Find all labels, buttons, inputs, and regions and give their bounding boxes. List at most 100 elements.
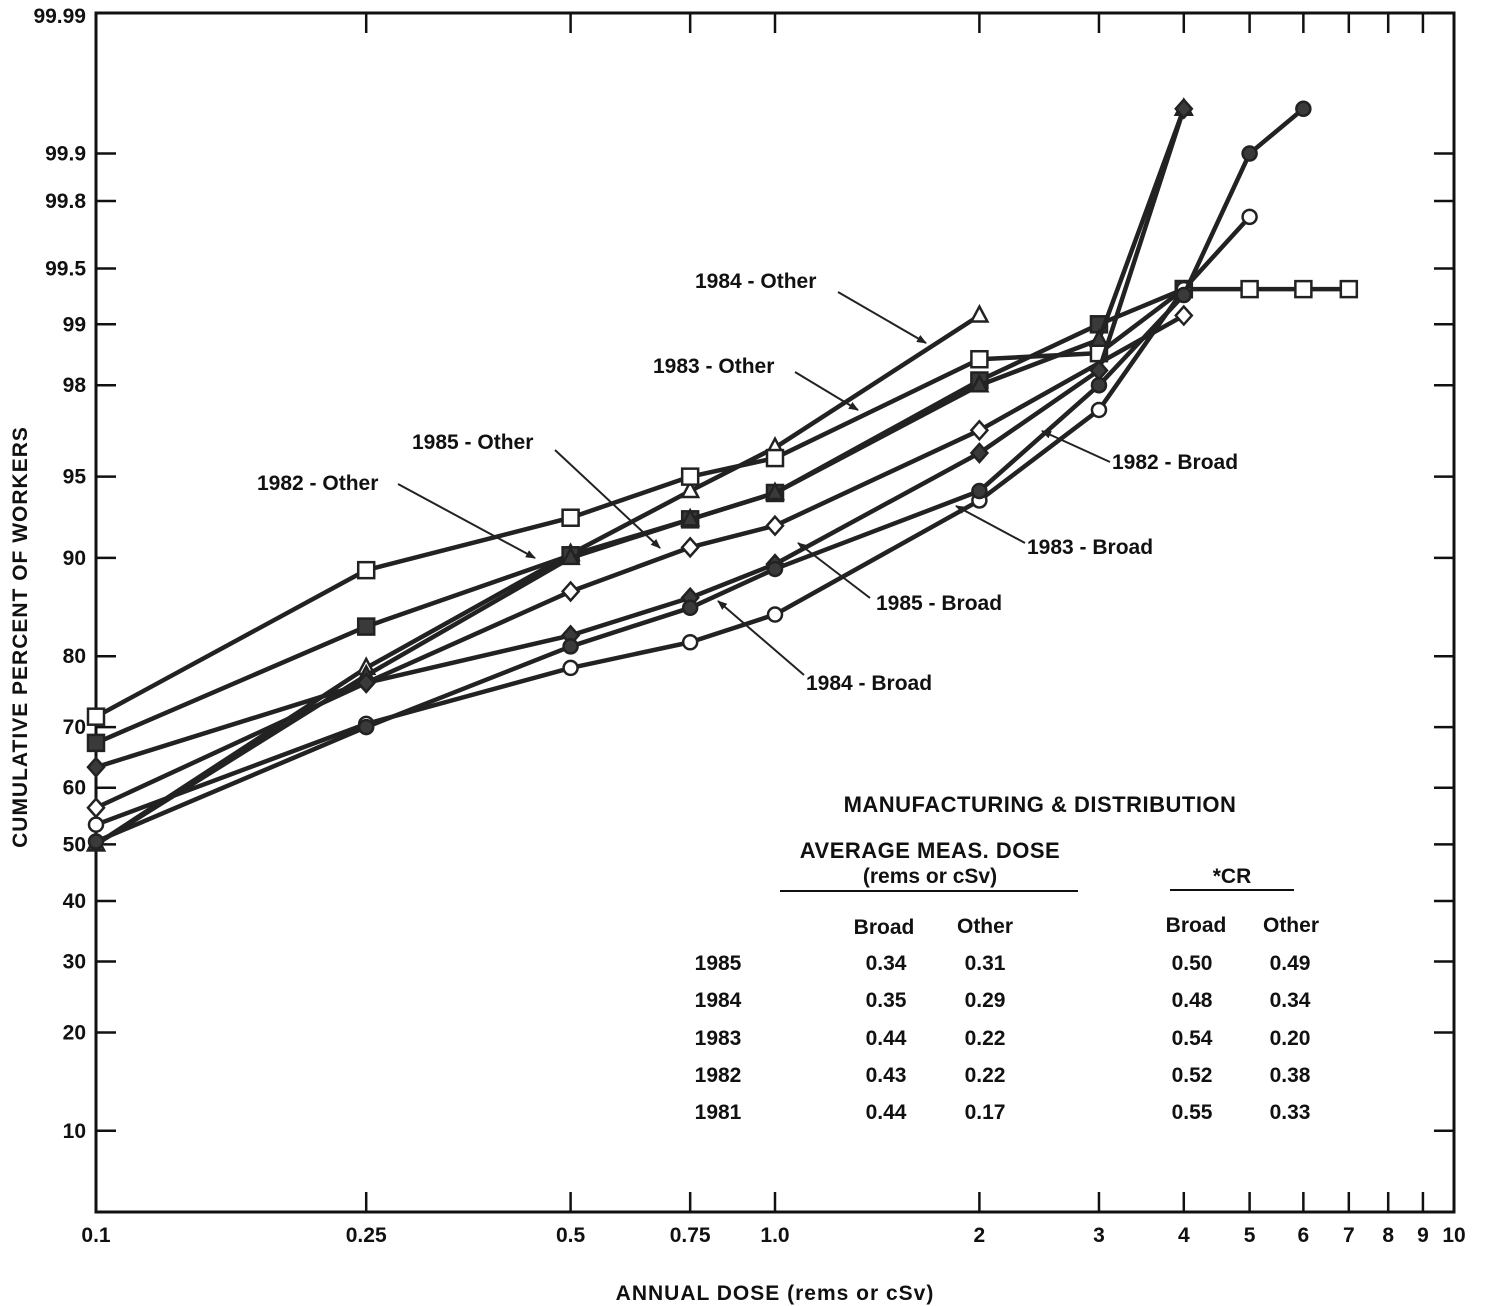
cell-cr-broad: 0.50	[1172, 952, 1213, 975]
y-tick-label: 20	[63, 1021, 86, 1044]
cell-cr-other: 0.33	[1270, 1101, 1311, 1124]
cell-avg-other: 0.17	[965, 1101, 1006, 1124]
avg-dose-units: (rems or cSv)	[863, 865, 997, 888]
x-tick-label: 6	[1298, 1224, 1310, 1247]
table-row: 1983 0.44 0.22 0.54 0.20	[695, 1027, 1311, 1050]
data-point	[681, 634, 699, 651]
data-point	[1241, 145, 1258, 162]
y-axis-title: CUMULATIVE PERCENT OF WORKERS	[9, 426, 32, 848]
y-tick-label: 60	[63, 777, 86, 800]
leader-1984-broad	[717, 600, 805, 676]
data-point	[680, 467, 700, 486]
x-tick-label: 0.75	[670, 1224, 711, 1247]
cell-cr-broad: 0.55	[1172, 1101, 1213, 1124]
avg-dose-header: AVERAGE MEAS. DOSE	[800, 838, 1060, 863]
label-1984-other: 1984 - Other	[695, 270, 816, 293]
data-point	[1240, 279, 1259, 299]
data-point	[969, 419, 990, 442]
x-tick-label: 8	[1382, 1224, 1394, 1247]
data-point	[765, 448, 785, 468]
label-1982-broad: 1982 - Broad	[1112, 451, 1238, 474]
data-point	[562, 638, 579, 655]
row-year: 1981	[695, 1101, 742, 1124]
data-point	[1174, 97, 1194, 120]
col-cr-other: Other	[1263, 914, 1319, 937]
cell-cr-other: 0.49	[1270, 952, 1311, 975]
x-tick-label: 2	[974, 1224, 986, 1247]
y-tick-label: 10	[63, 1120, 86, 1143]
series-1983-other	[86, 279, 1359, 726]
label-1982-other: 1982 - Other	[257, 472, 378, 495]
col-avg-broad: Broad	[854, 916, 915, 939]
data-point	[1090, 376, 1108, 394]
leader-1983-other	[794, 371, 859, 411]
dose-table: MANUFACTURING & DISTRIBUTION AVERAGE MEA…	[695, 792, 1319, 1124]
data-point	[681, 599, 699, 617]
data-point	[356, 671, 376, 694]
data-point	[971, 482, 988, 500]
cr-header: *CR	[1213, 865, 1252, 888]
cell-avg-broad: 0.44	[866, 1027, 907, 1050]
table-row: 1985 0.34 0.31 0.50 0.49	[695, 952, 1311, 975]
y-tick-label: 80	[63, 645, 86, 668]
x-tick-label: 9	[1417, 1224, 1429, 1247]
y-tick-label: 99.9	[45, 143, 86, 166]
data-point	[766, 606, 784, 623]
annotation-leaders	[397, 291, 1111, 676]
data-point	[1241, 208, 1258, 226]
x-tick-label: 0.25	[346, 1224, 387, 1247]
cell-avg-broad: 0.44	[866, 1101, 907, 1124]
data-point	[561, 508, 580, 527]
leader-1983-broad	[955, 505, 1026, 544]
data-point	[86, 756, 106, 779]
cell-cr-other: 0.38	[1270, 1064, 1311, 1087]
label-1983-broad: 1983 - Broad	[1027, 536, 1153, 559]
x-tick-label: 4	[1178, 1224, 1190, 1247]
row-year: 1984	[695, 989, 742, 1012]
data-point	[356, 617, 376, 636]
x-tick-label: 0.5	[556, 1224, 586, 1247]
data-point	[1175, 286, 1193, 304]
x-tick-label: 5	[1244, 1224, 1256, 1247]
leader-1982-other	[397, 483, 536, 559]
series-1982-broad	[85, 97, 1194, 852]
data-point	[970, 349, 989, 369]
data-point	[560, 580, 581, 603]
x-tick-label: 10	[1442, 1224, 1465, 1247]
data-point	[560, 546, 581, 566]
leader-1984-other	[837, 291, 927, 344]
cell-avg-broad: 0.34	[866, 952, 907, 975]
y-tick-label: 70	[63, 716, 86, 739]
leader-1985-broad	[797, 542, 871, 599]
data-point	[1339, 279, 1359, 299]
y-tick-label: 99	[63, 313, 86, 336]
series-line	[95, 107, 1305, 844]
cell-avg-broad: 0.43	[866, 1064, 907, 1087]
series-line	[94, 108, 1186, 847]
data-point	[356, 560, 376, 580]
y-tick-label: 95	[63, 466, 87, 489]
data-point	[86, 733, 106, 753]
cell-avg-other: 0.22	[965, 1027, 1006, 1050]
series-line	[95, 313, 1185, 810]
data-point	[680, 536, 700, 559]
label-1983-other: 1983 - Other	[653, 355, 774, 378]
cell-avg-other: 0.29	[965, 989, 1006, 1012]
label-1985-other: 1985 - Other	[412, 431, 533, 454]
y-tick-label: 90	[63, 547, 86, 570]
table-title: MANUFACTURING & DISTRIBUTION	[844, 792, 1237, 817]
x-tick-label: 0.1	[81, 1224, 111, 1247]
x-tick-label: 7	[1343, 1224, 1355, 1247]
series-1984-broad	[87, 100, 1312, 850]
y-tick-label: 40	[63, 890, 86, 913]
leader-1982-broad	[1041, 430, 1111, 463]
y-tick-label: 99.5	[45, 258, 86, 281]
table-row: 1982 0.43 0.22 0.52 0.38	[695, 1064, 1311, 1087]
data-point	[562, 659, 579, 677]
cell-cr-broad: 0.52	[1172, 1064, 1213, 1087]
cell-avg-other: 0.31	[965, 952, 1006, 975]
label-1984-broad: 1984 - Broad	[806, 672, 932, 695]
data-point	[87, 816, 105, 833]
label-1985-broad: 1985 - Broad	[876, 592, 1002, 615]
